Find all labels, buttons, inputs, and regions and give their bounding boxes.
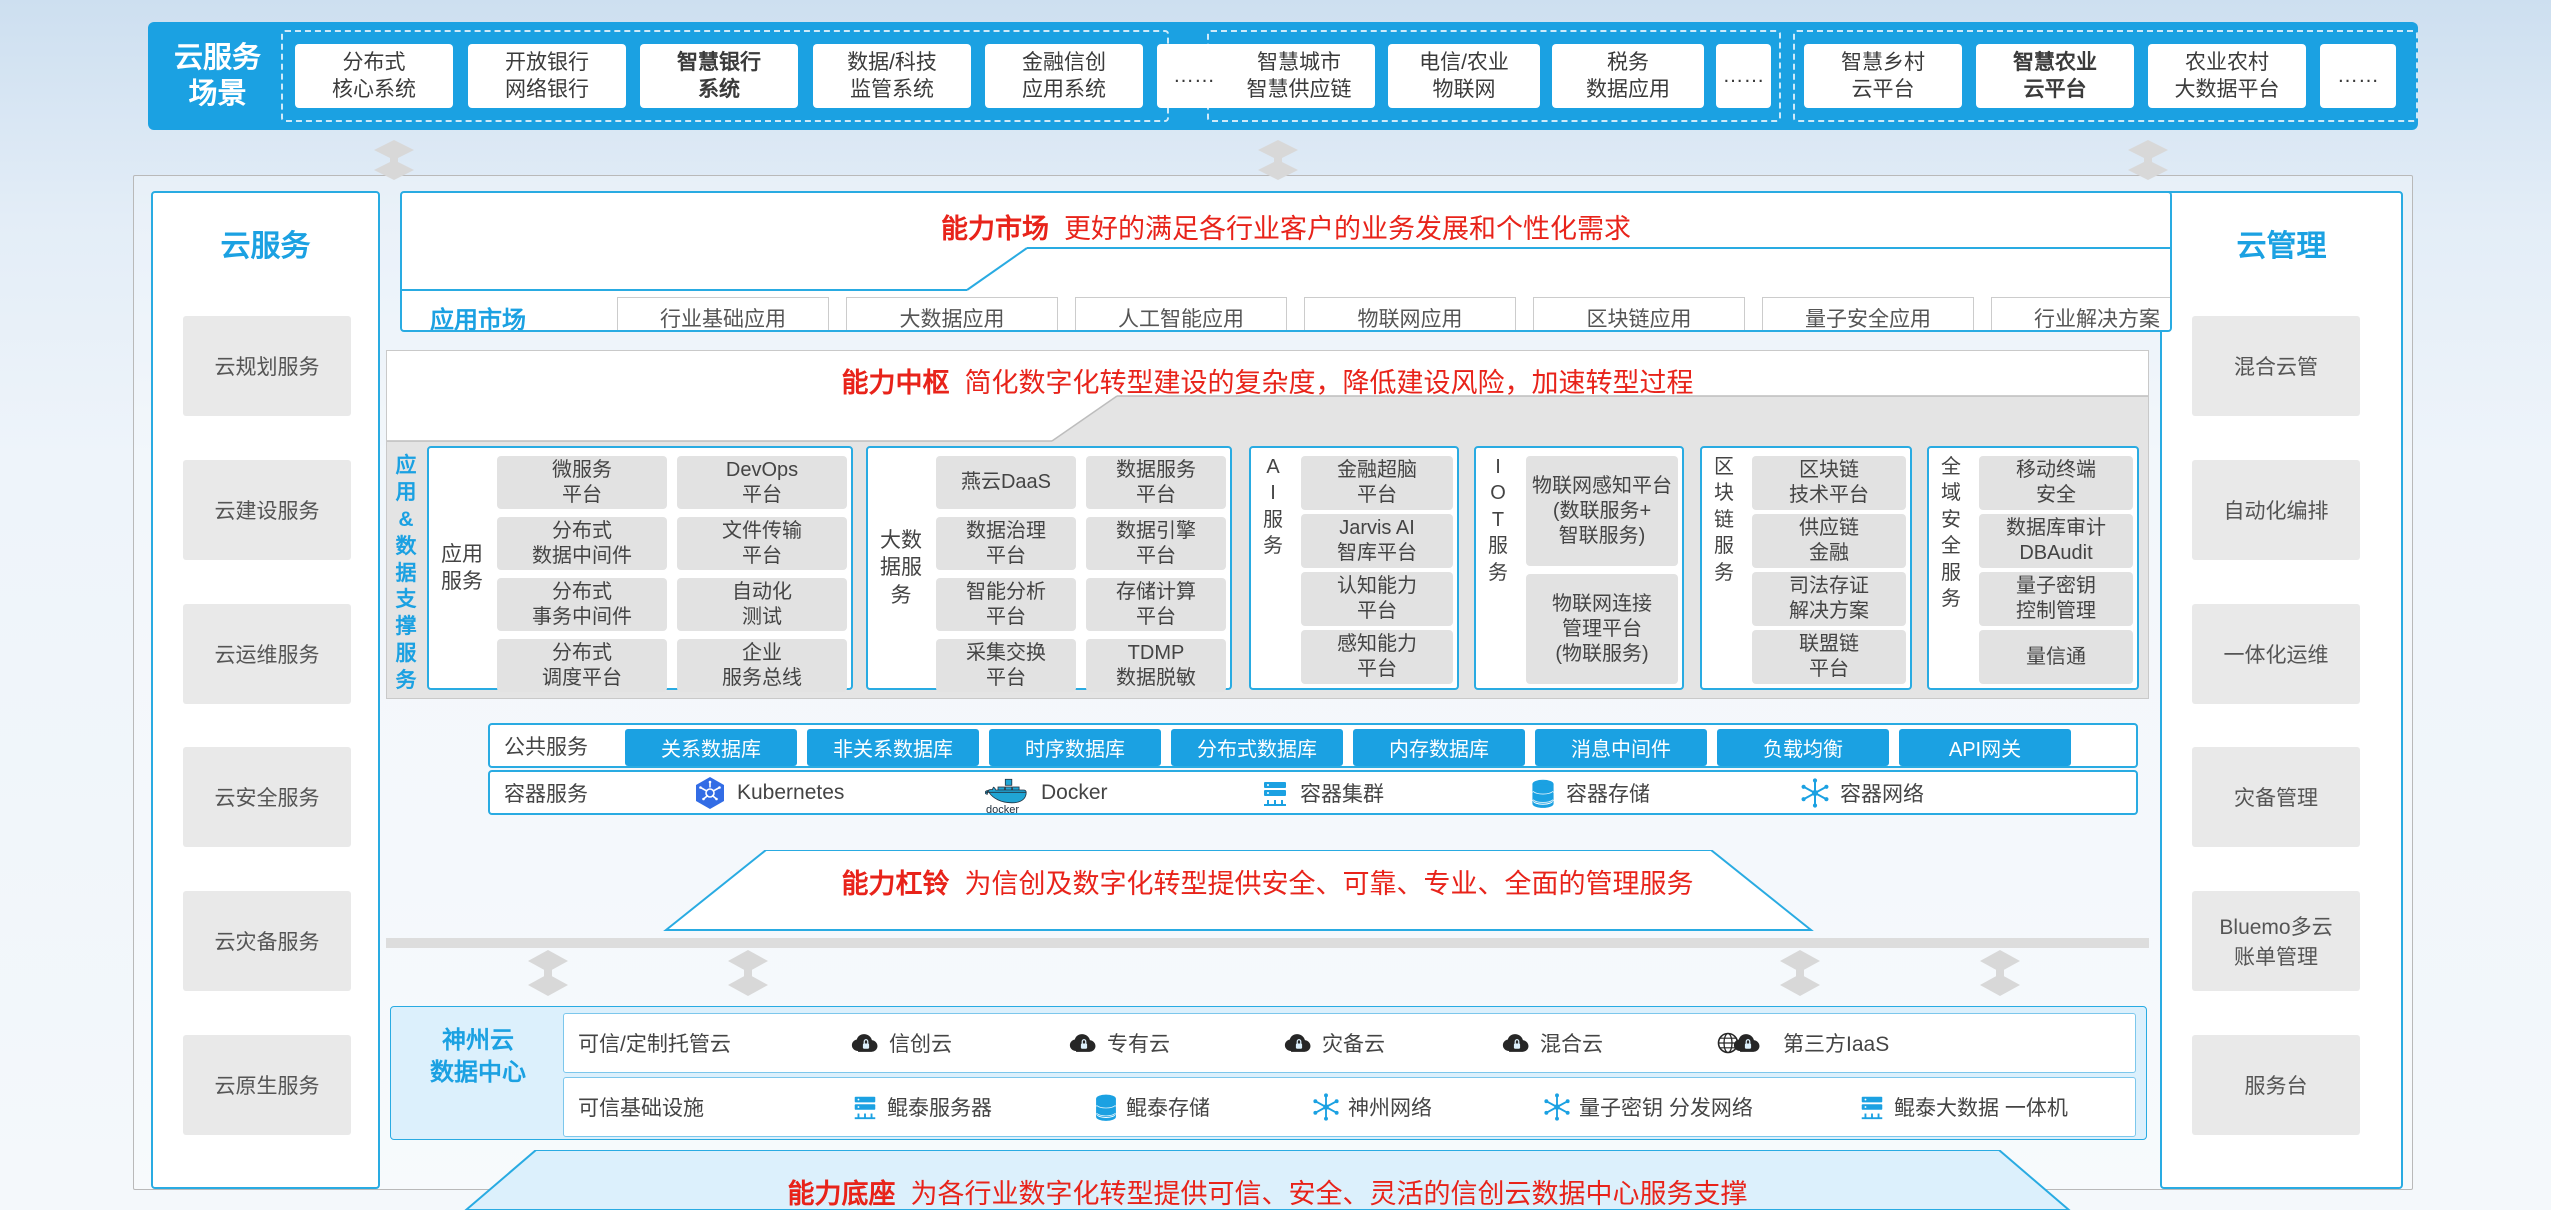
svg-text:docker: docker (986, 804, 1019, 815)
